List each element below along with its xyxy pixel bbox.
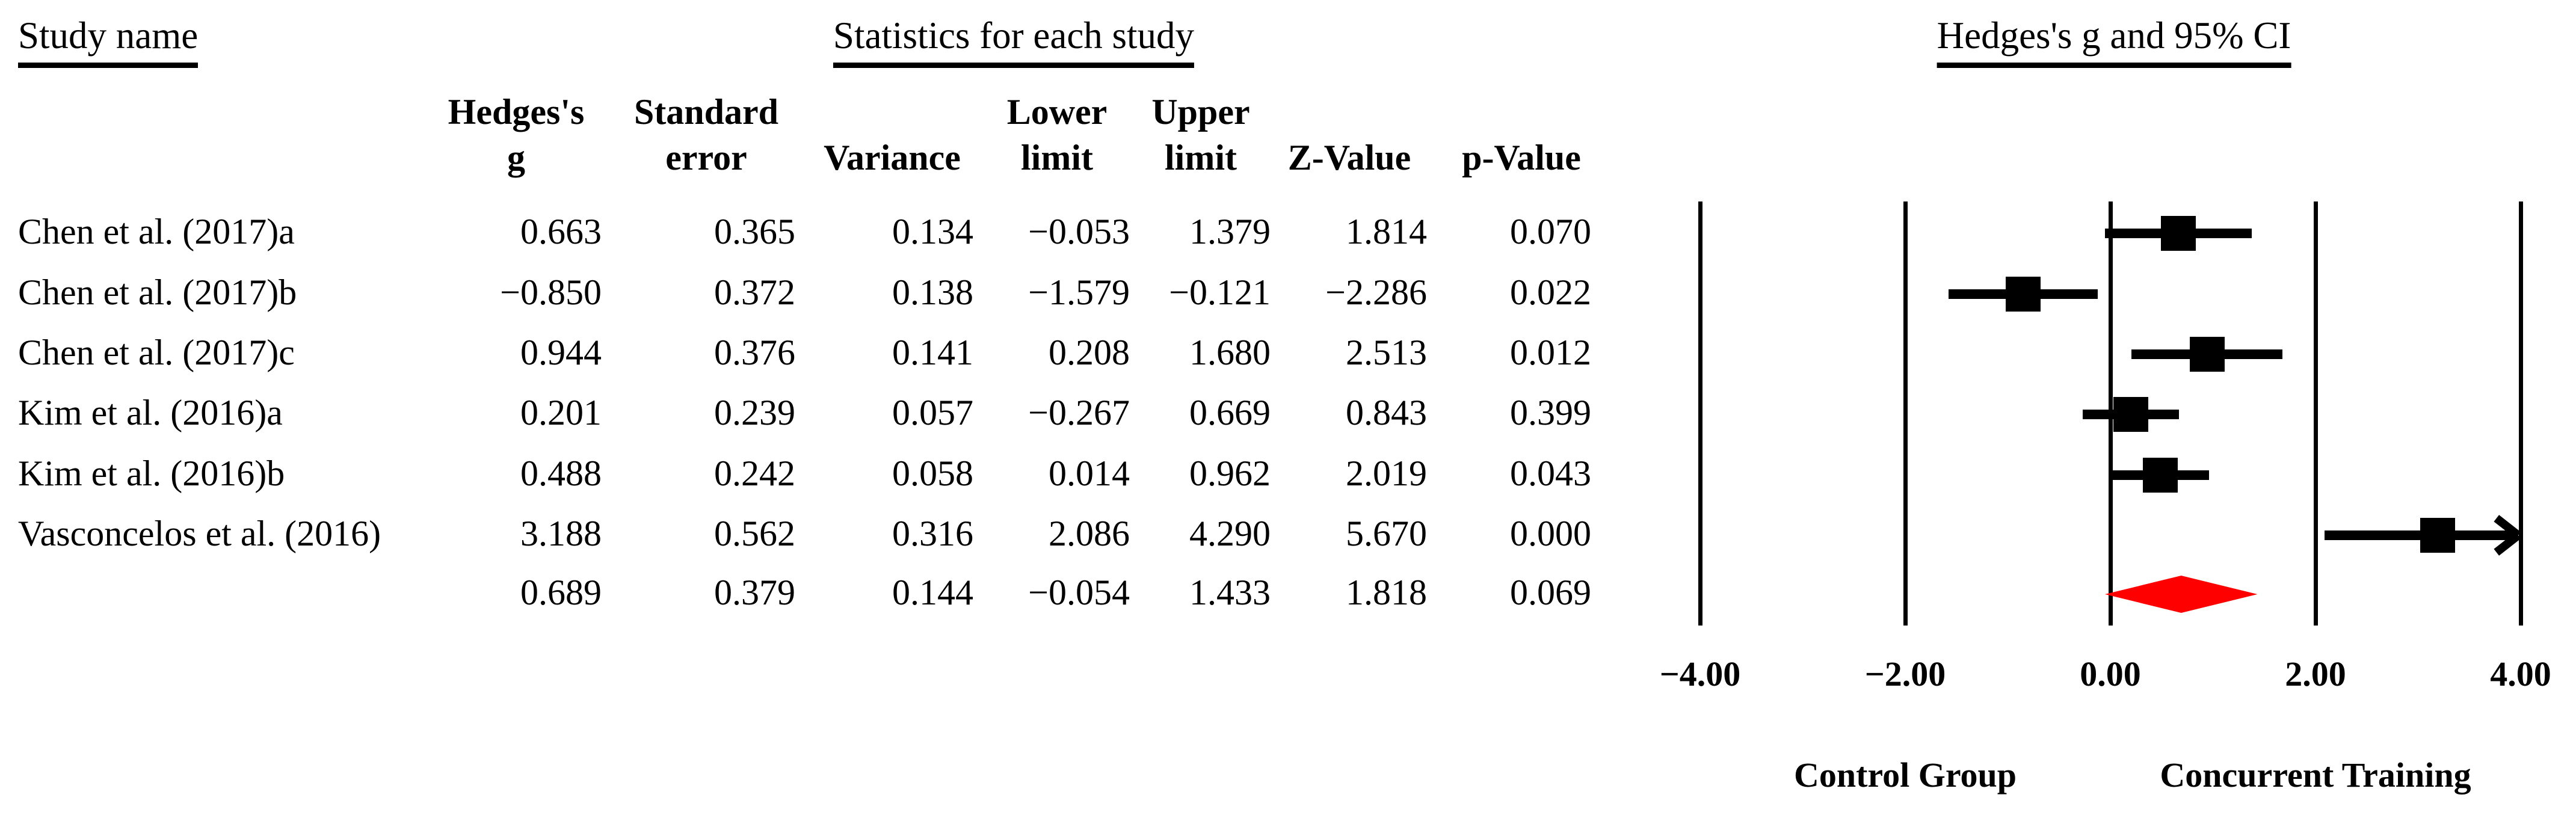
upper-limit-cell: 1.379	[1189, 212, 1271, 251]
standard-error-cell: 0.365	[714, 212, 795, 251]
effect-square	[2113, 397, 2149, 432]
axis-tick-label: 0.00	[2080, 654, 2141, 693]
column-header-upper-limit-line2: limit	[1165, 138, 1237, 177]
hedges-g-cell: 0.944	[520, 333, 602, 372]
axis-gridline	[1903, 201, 1908, 626]
axis-gridline	[1698, 201, 1702, 626]
standard-error-cell: 0.239	[714, 393, 795, 432]
axis-tick-label: −2.00	[1864, 654, 1946, 693]
hedges-g-cell: 0.663	[520, 212, 602, 251]
study-name-cell: Vasconcelos et al. (2016)	[18, 514, 381, 553]
axis-gridline	[2313, 201, 2318, 626]
upper-limit-cell: 4.290	[1189, 514, 1271, 553]
lower-limit-cell: −0.053	[1028, 212, 1130, 251]
effect-square	[2143, 458, 2178, 493]
effect-square	[2189, 337, 2225, 372]
effect-square	[2161, 216, 2196, 251]
upper-limit-cell: 1.680	[1189, 333, 1271, 372]
z-value-cell: 0.843	[1346, 393, 1427, 432]
statistics-header: Statistics for each study	[833, 17, 1195, 68]
column-header-standard-error-line1: Standard	[633, 92, 779, 132]
column-header-lower-limit-line2: limit	[1021, 138, 1093, 177]
study-name-cell: Chen et al. (2017)a	[18, 212, 295, 251]
upper-limit-cell: −0.121	[1169, 272, 1271, 312]
lower-limit-cell: −0.267	[1028, 393, 1130, 432]
summary-diamond	[2104, 576, 2258, 613]
standard-error-cell: 0.376	[714, 333, 795, 372]
hedges-g-cell: 3.188	[520, 514, 602, 553]
hedges-g-cell: 0.201	[520, 393, 602, 432]
lower-limit-cell: 0.014	[1049, 454, 1130, 493]
column-header-hedges-g-line2: g	[507, 138, 525, 177]
column-header-standard-error-line2: error	[665, 138, 747, 177]
variance-cell: 0.057	[892, 393, 973, 432]
study-name-cell: Kim et al. (2016)a	[18, 393, 283, 432]
axis-gridline	[2518, 201, 2523, 626]
p-value-cell: 0.070	[1510, 212, 1591, 251]
standard-error-cell: 0.372	[714, 272, 795, 312]
study-name-cell: Kim et al. (2016)b	[18, 454, 285, 493]
lower-limit-cell: −1.579	[1028, 272, 1130, 312]
axis-tick-label: −4.00	[1659, 654, 1741, 693]
standard-error-cell: 0.562	[714, 514, 795, 553]
hedges-g-cell: 0.488	[520, 454, 602, 493]
study-name-cell: Chen et al. (2017)c	[18, 333, 295, 372]
summary-variance-cell: 0.144	[892, 573, 973, 612]
variance-cell: 0.058	[892, 454, 973, 493]
p-value-cell: 0.000	[1510, 514, 1591, 553]
axis-tick-label: 2.00	[2285, 654, 2346, 693]
lower-limit-cell: 0.208	[1049, 333, 1130, 372]
summary-standard-error-cell: 0.379	[714, 573, 795, 612]
upper-limit-cell: 0.669	[1189, 393, 1271, 432]
column-header-variance-line2: Variance	[824, 138, 961, 177]
summary-upper-limit-cell: 1.433	[1189, 573, 1271, 612]
summary-hedges-g-cell: 0.689	[520, 573, 602, 612]
group-label-concurrent: Concurrent Training	[2160, 755, 2471, 795]
effect-square	[2420, 518, 2455, 553]
column-header-upper-limit-line1: Upper	[1151, 92, 1250, 132]
column-header-hedges-g-line1: Hedges's	[448, 92, 585, 132]
z-value-cell: 2.513	[1346, 333, 1427, 372]
z-value-cell: −2.286	[1325, 272, 1427, 312]
column-header-lower-limit-line1: Lower	[1006, 92, 1108, 132]
variance-cell: 0.316	[892, 514, 973, 553]
upper-limit-cell: 0.962	[1189, 454, 1271, 493]
group-label-control: Control Group	[1793, 755, 2017, 795]
variance-cell: 0.141	[892, 333, 973, 372]
p-value-cell: 0.043	[1510, 454, 1591, 493]
effect-square	[2006, 277, 2041, 312]
lower-limit-cell: 2.086	[1049, 514, 1130, 553]
study-name-header: Study name	[18, 17, 199, 68]
p-value-cell: 0.012	[1510, 333, 1591, 372]
plot-header: Hedges's g and 95% CI	[1937, 17, 2291, 68]
z-value-cell: 2.019	[1346, 454, 1427, 493]
variance-cell: 0.134	[892, 212, 973, 251]
variance-cell: 0.138	[892, 272, 973, 312]
summary-lower-limit-cell: −0.054	[1028, 573, 1130, 612]
axis-tick-label: 4.00	[2490, 654, 2551, 693]
z-value-cell: 1.814	[1346, 212, 1427, 251]
hedges-g-cell: −0.850	[500, 272, 602, 312]
p-value-cell: 0.399	[1510, 393, 1591, 432]
column-header-p-value-line2: p-Value	[1462, 138, 1581, 177]
column-header-z-value-line2: Z-Value	[1287, 138, 1411, 177]
summary-z-value-cell: 1.818	[1346, 573, 1427, 612]
summary-p-value-cell: 0.069	[1510, 573, 1591, 612]
study-name-cell: Chen et al. (2017)b	[18, 272, 297, 312]
standard-error-cell: 0.242	[714, 454, 795, 493]
p-value-cell: 0.022	[1510, 272, 1591, 312]
z-value-cell: 5.670	[1346, 514, 1427, 553]
